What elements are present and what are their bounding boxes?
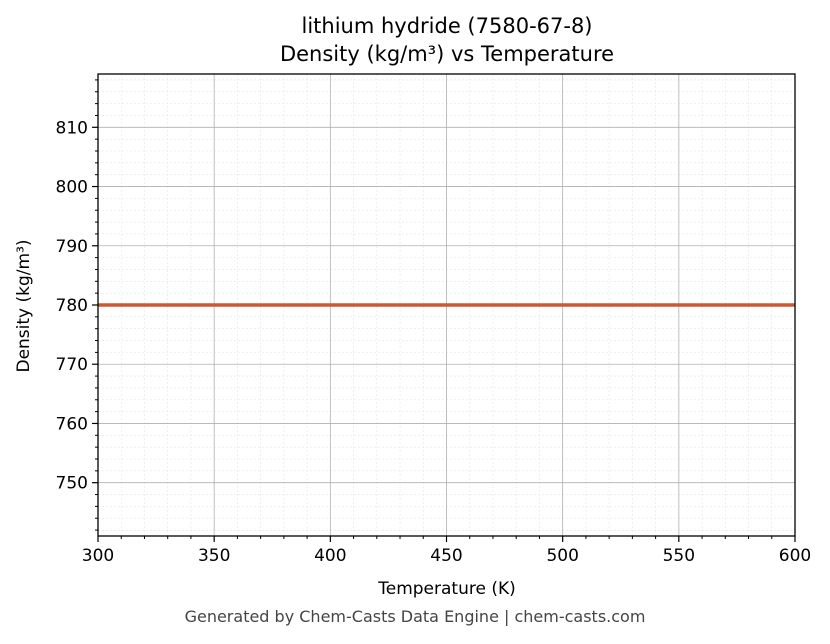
footer-credit: Generated by Chem-Casts Data Engine | ch… — [184, 607, 646, 626]
y-axis-label: Density (kg/m³) — [14, 239, 34, 372]
x-tick-label: 350 — [198, 546, 230, 566]
x-axis-label: Temperature (K) — [377, 579, 516, 599]
chart-title-line1: lithium hydride (7580-67-8) — [301, 14, 592, 38]
chart-title-line2: Density (kg/m³) vs Temperature — [280, 42, 614, 66]
axis-ticks — [92, 79, 796, 542]
y-tick-label: 760 — [56, 414, 88, 434]
x-tick-label: 550 — [663, 546, 695, 566]
x-tick-label: 500 — [546, 546, 578, 566]
y-tick-label: 780 — [56, 296, 88, 316]
x-tick-label: 400 — [314, 546, 346, 566]
y-tick-label: 790 — [56, 237, 88, 257]
y-tick-label: 800 — [56, 178, 88, 198]
density-chart: lithium hydride (7580-67-8) Density (kg/… — [14, 14, 812, 599]
x-tick-label: 600 — [779, 546, 811, 566]
y-tick-label: 810 — [56, 118, 88, 138]
y-tick-label: 770 — [56, 355, 88, 375]
x-tick-label: 300 — [82, 546, 114, 566]
tick-labels: 300 350 400 450 500 550 600 750 760 770 780 790 800 8… — [56, 118, 812, 566]
y-tick-label: 750 — [56, 474, 88, 494]
x-tick-label: 450 — [430, 546, 462, 566]
